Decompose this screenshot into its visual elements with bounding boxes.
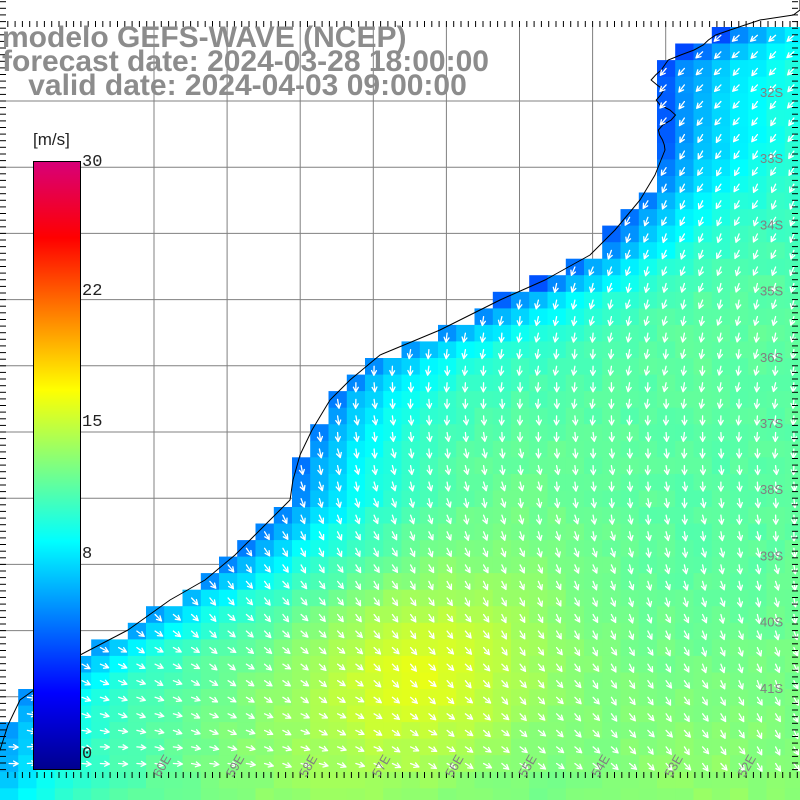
svg-text:37S: 37S <box>760 416 783 431</box>
svg-text:39S: 39S <box>760 548 783 563</box>
svg-text:32S: 32S <box>760 85 783 100</box>
svg-text:38S: 38S <box>760 482 783 497</box>
svg-text:41S: 41S <box>760 681 783 696</box>
svg-text:36S: 36S <box>760 350 783 365</box>
svg-text:35S: 35S <box>760 284 783 299</box>
svg-text:40S: 40S <box>760 615 783 630</box>
svg-text:34S: 34S <box>760 217 783 232</box>
svg-text:33S: 33S <box>760 151 783 166</box>
